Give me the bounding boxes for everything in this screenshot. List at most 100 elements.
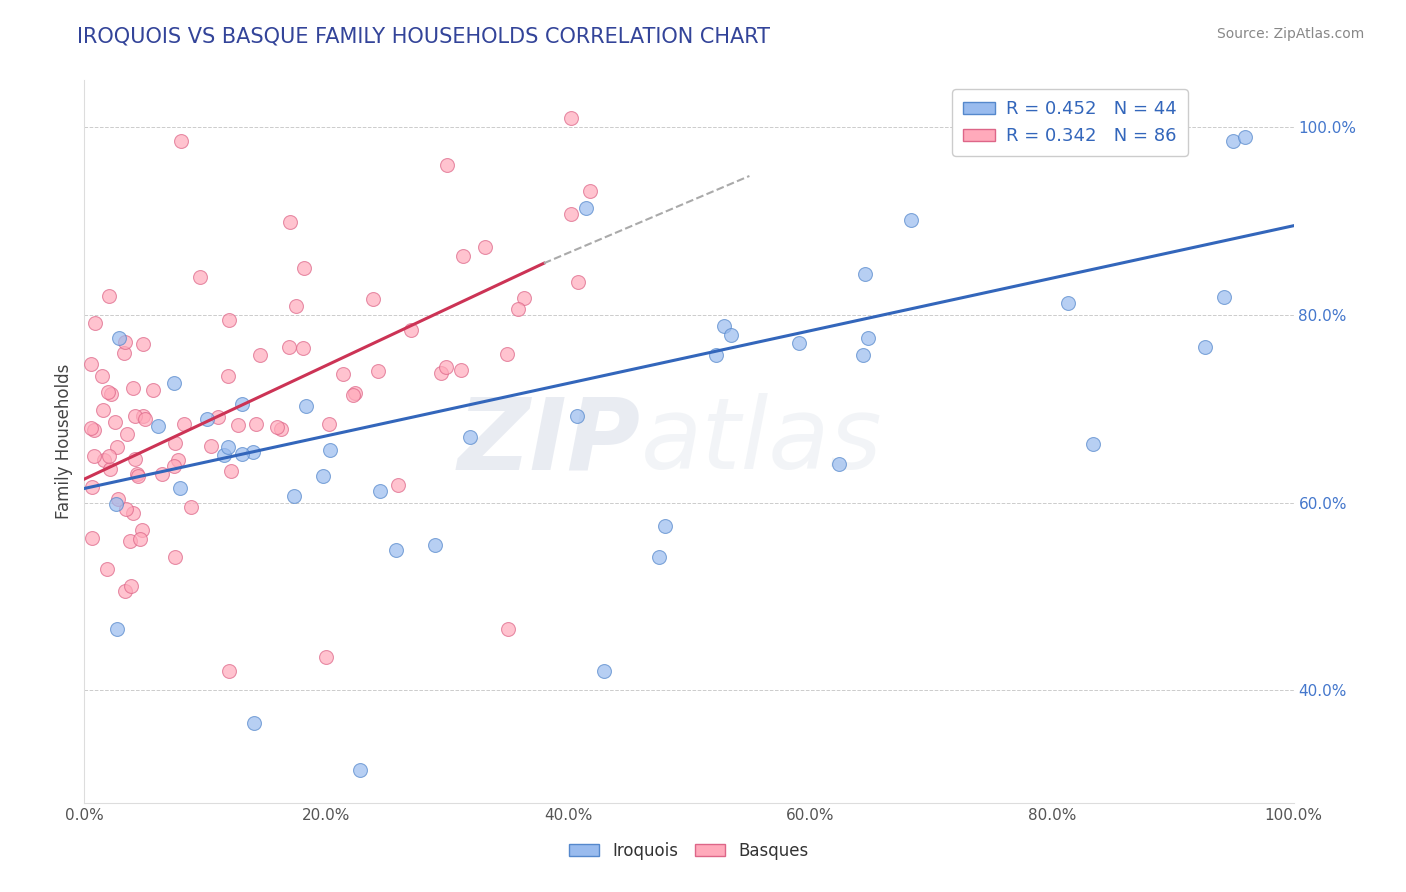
Point [114, 583, 136, 598]
Legend: Iroquois, Basques: Iroquois, Basques [562, 836, 815, 867]
Text: IROQUOIS VS BASQUE FAMILY HOUSEHOLDS CORRELATION CHART: IROQUOIS VS BASQUE FAMILY HOUSEHOLDS COR… [77, 27, 770, 46]
Point [188, 270, 211, 285]
Point [125, 467, 148, 481]
Point [165, 435, 187, 450]
Point [82, 480, 104, 494]
Point [148, 418, 170, 433]
Point [163, 459, 186, 474]
Y-axis label: Family Households: Family Households [55, 364, 73, 519]
Point [567, 275, 589, 289]
Point [195, 412, 218, 426]
Point [114, 334, 136, 349]
Point [713, 319, 735, 334]
Point [231, 396, 253, 410]
Point [361, 292, 384, 306]
Point [200, 439, 222, 453]
Point [100, 387, 122, 401]
Point [344, 385, 367, 400]
Point [217, 440, 239, 454]
Point [342, 387, 364, 401]
Point [436, 158, 458, 172]
Point [245, 417, 267, 432]
Point [706, 348, 728, 362]
Point [112, 346, 135, 360]
Point [450, 363, 472, 377]
Point [496, 347, 519, 361]
Point [593, 665, 616, 679]
Point [283, 489, 305, 503]
Point [856, 331, 879, 345]
Point [249, 348, 271, 362]
Point [787, 336, 810, 351]
Point [83, 316, 105, 330]
Point [851, 347, 873, 361]
Point [124, 409, 146, 424]
Point [129, 533, 152, 547]
Point [80, 358, 103, 372]
Point [367, 364, 389, 378]
Point [93, 452, 115, 467]
Point [423, 538, 446, 552]
Point [115, 502, 138, 516]
Point [1057, 295, 1080, 310]
Point [270, 422, 292, 436]
Point [231, 447, 253, 461]
Point [163, 550, 186, 565]
Point [312, 469, 335, 483]
Point [107, 492, 129, 507]
Text: Source: ZipAtlas.com: Source: ZipAtlas.com [1216, 27, 1364, 41]
Point [121, 381, 143, 395]
Point [295, 399, 318, 413]
Text: atlas: atlas [641, 393, 882, 490]
Point [98, 289, 121, 303]
Point [1222, 134, 1244, 148]
Point [132, 337, 155, 351]
Point [105, 440, 128, 454]
Point [1081, 436, 1104, 450]
Point [105, 623, 128, 637]
Point [1067, 142, 1090, 156]
Text: ZIP: ZIP [457, 393, 641, 490]
Point [575, 201, 598, 215]
Point [150, 467, 173, 481]
Point [434, 359, 457, 374]
Point [121, 506, 143, 520]
Point [853, 267, 876, 281]
Point [284, 299, 307, 313]
Point [167, 453, 190, 467]
Point [1139, 111, 1161, 125]
Point [107, 331, 129, 345]
Point [91, 368, 114, 383]
Point [104, 415, 127, 429]
Point [384, 542, 406, 557]
Point [120, 579, 142, 593]
Point [458, 430, 481, 444]
Point [474, 240, 496, 254]
Point [169, 481, 191, 495]
Point [508, 302, 530, 317]
Point [512, 291, 534, 305]
Point [278, 215, 301, 229]
Point [117, 426, 139, 441]
Point [315, 650, 337, 665]
Point [83, 423, 105, 437]
Point [654, 519, 676, 533]
Point [173, 417, 195, 432]
Point [212, 449, 235, 463]
Point [226, 418, 249, 433]
Point [170, 134, 193, 148]
Point [163, 376, 186, 390]
Point [720, 327, 742, 342]
Point [318, 442, 340, 457]
Point [207, 409, 229, 424]
Point [242, 444, 264, 458]
Point [277, 340, 299, 354]
Point [80, 420, 103, 434]
Point [560, 111, 582, 125]
Point [124, 451, 146, 466]
Point [96, 562, 118, 576]
Point [430, 367, 453, 381]
Point [1234, 129, 1257, 144]
Point [82, 531, 104, 545]
Point [217, 368, 239, 383]
